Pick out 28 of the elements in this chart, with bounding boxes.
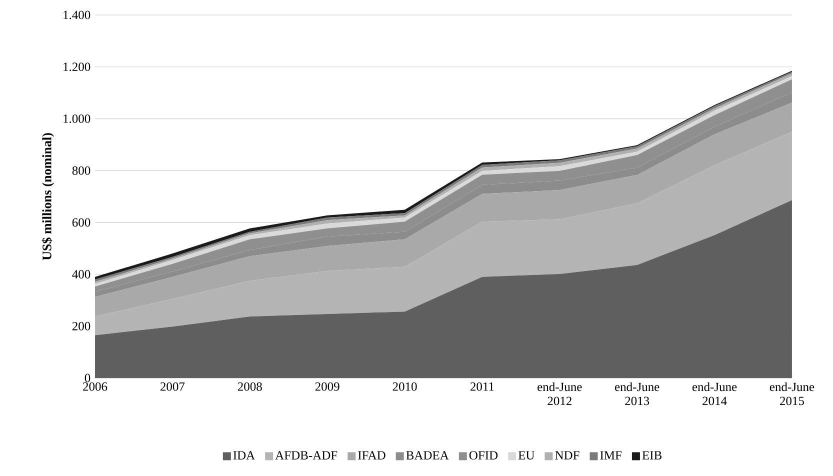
legend-label: BADEA	[406, 451, 449, 460]
y-tick-label: 0	[84, 374, 90, 382]
x-tick-label: end-June 2015	[770, 382, 814, 406]
y-tick-label: 1.200	[64, 62, 90, 72]
y-tick-label: 200	[72, 322, 90, 330]
y-tick-label: 400	[72, 270, 90, 278]
y-tick-label: 1.400	[64, 10, 90, 20]
x-tick-label: 2008	[238, 382, 262, 391]
x-tick-label: end-June 2013	[615, 382, 660, 406]
x-tick-label: end-June 2012	[538, 382, 582, 406]
x-tick-label: 2006	[83, 382, 108, 391]
legend-label: OFID	[469, 451, 498, 460]
legend-label: EU	[518, 451, 534, 460]
legend-label: IDA	[233, 451, 256, 460]
y-axis-title: US$ millions (nominal)	[42, 133, 54, 260]
x-tick-label: 2010	[392, 382, 417, 391]
y-tick-label: 1.000	[64, 114, 90, 123]
legend-label: IMF	[600, 451, 622, 460]
x-tick-label: 2009	[315, 382, 340, 391]
legend-label: AFDB-ADF	[275, 451, 338, 460]
legend-label: EIB	[642, 451, 662, 460]
legend-label: IFAD	[358, 451, 386, 460]
x-tick-label: end-June 2014	[692, 382, 737, 406]
x-tick-label: 2007	[160, 382, 185, 391]
x-tick-label: 2011	[470, 382, 494, 391]
y-tick-label: 600	[72, 218, 90, 227]
legend-label: NDF	[555, 451, 580, 460]
y-tick-label: 800	[72, 166, 90, 175]
